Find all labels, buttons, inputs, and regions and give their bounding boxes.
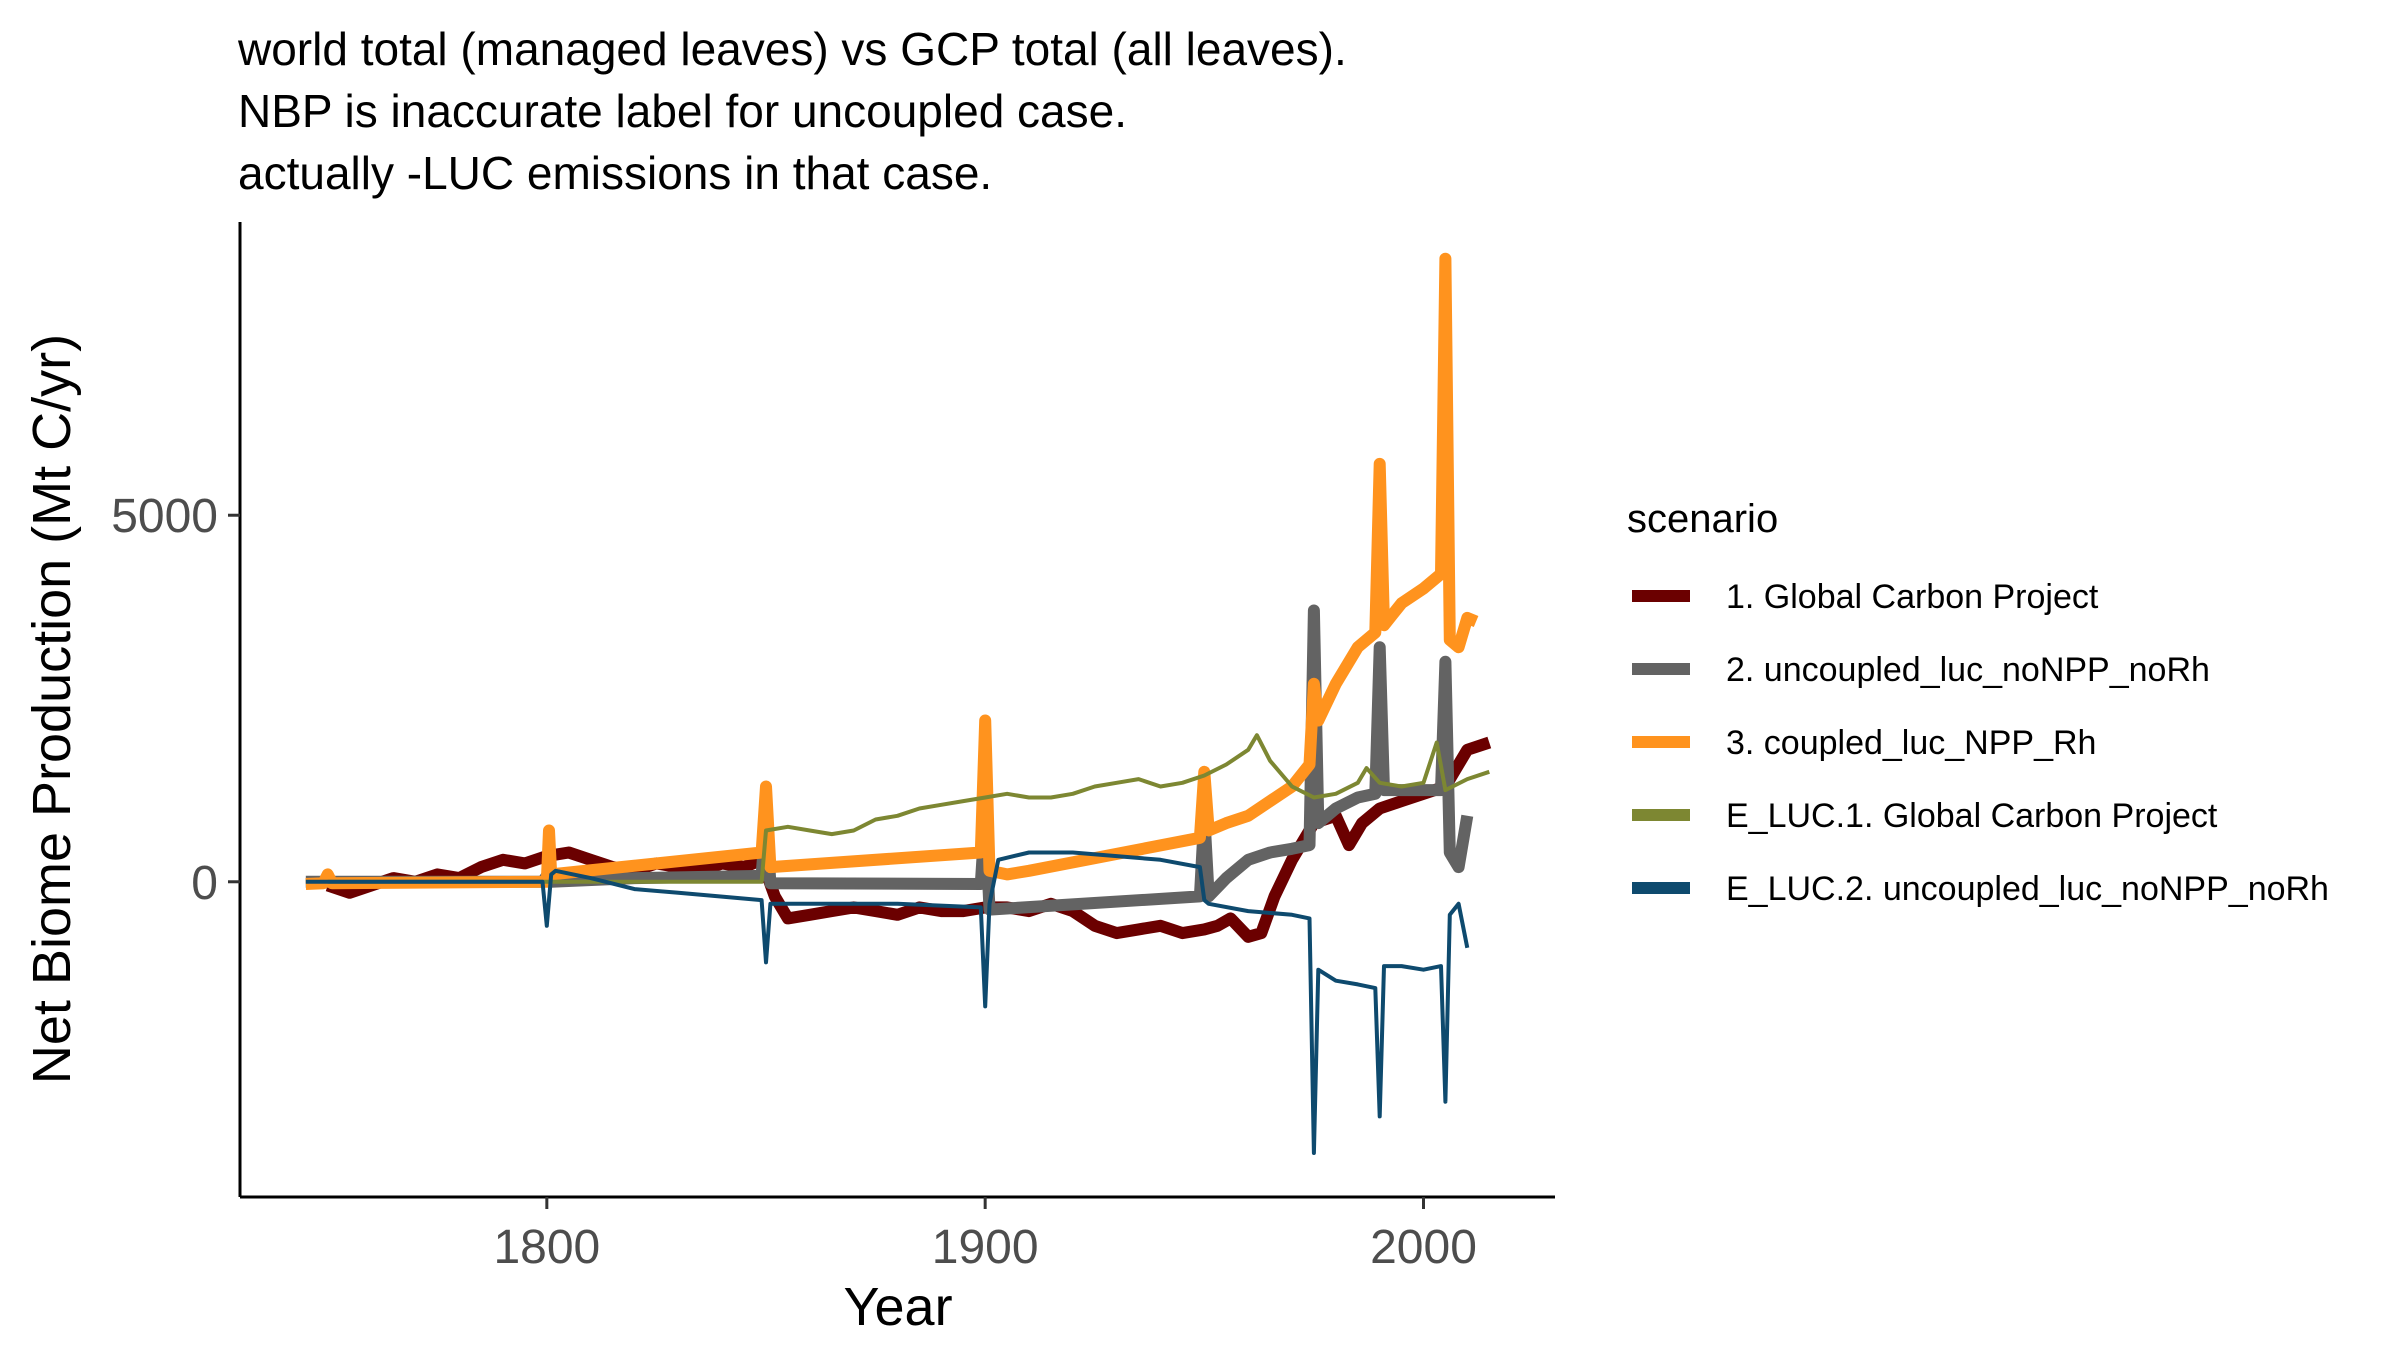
y-tick-label: 0 (191, 857, 218, 910)
chart-title: world total (managed leaves) vs GCP tota… (238, 18, 1347, 204)
plot-area (305, 252, 1492, 1155)
y-tick-label: 5000 (111, 490, 218, 543)
chart-title-line-2: NBP is inaccurate label for uncoupled ca… (238, 85, 1128, 137)
legend-label-2: 2. uncoupled_luc_noNPP_noRh (1726, 651, 2210, 689)
x-axis-title: Year (843, 1277, 952, 1337)
legend-label-4: E_LUC.1. Global Carbon Project (1726, 797, 2218, 835)
chart-title-line-3: actually -LUC emissions in that case. (238, 147, 993, 199)
y-axis-title: Net Biome Production (Mt C/yr) (22, 334, 82, 1084)
x-tick-label: 2000 (1370, 1221, 1477, 1274)
legend-label-5: E_LUC.2. uncoupled_luc_noNPP_noRh (1726, 870, 2329, 908)
chart-title-line-1: world total (managed leaves) vs GCP tota… (238, 23, 1347, 75)
y-axis-ticks: 0 5000 (111, 490, 240, 910)
legend: scenario 1. Global Carbon Project 2. unco… (1627, 497, 2329, 908)
series-line-3 (305, 252, 1479, 890)
x-axis-ticks: 1800 1900 2000 (493, 1197, 1477, 1274)
x-tick-label: 1900 (932, 1221, 1039, 1274)
legend-title: scenario (1627, 497, 1778, 541)
x-tick-label: 1800 (493, 1221, 600, 1274)
legend-label-3: 3. coupled_luc_NPP_Rh (1726, 724, 2096, 762)
series-line-5 (305, 850, 1470, 1155)
series-line-4 (327, 733, 1490, 884)
legend-label-1: 1. Global Carbon Project (1726, 578, 2099, 616)
